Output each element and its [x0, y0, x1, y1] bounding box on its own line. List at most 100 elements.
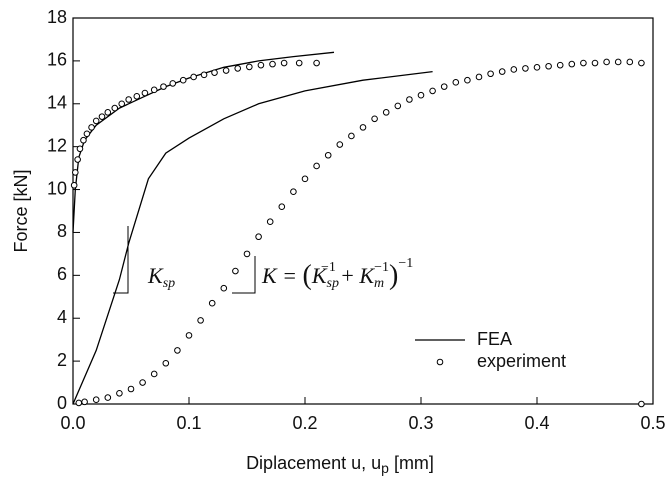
experiment-point — [406, 96, 413, 103]
experiment-point — [638, 59, 645, 67]
annotation-part: −1 — [398, 256, 413, 271]
experiment-point — [139, 379, 146, 386]
experiment-point — [394, 102, 402, 110]
experiment-point — [522, 65, 529, 72]
plot-frame — [72, 17, 654, 405]
experiment-point — [141, 89, 149, 97]
experiment-point — [429, 87, 436, 95]
experiment-point — [533, 64, 541, 71]
experiment-point — [336, 141, 344, 148]
experiment-point — [313, 162, 320, 170]
experiment-point — [324, 151, 332, 159]
experiment-point — [382, 109, 390, 116]
annotation-part: sp — [163, 276, 175, 291]
annotation-part: ) — [389, 260, 398, 291]
experiment-point — [313, 59, 320, 67]
experiment-point — [220, 284, 228, 292]
x-tick-label: 0.5 — [640, 413, 665, 433]
experiment-point — [269, 60, 276, 68]
experiment-point — [222, 67, 230, 74]
experiment-point — [127, 385, 135, 393]
annotation-k: K = (Ksp−1 + Km−1)−1 — [261, 256, 413, 291]
y-tick-label: 12 — [47, 135, 67, 155]
annotation-ksp: Ksp — [147, 263, 175, 291]
annotation-part: K — [358, 263, 375, 288]
slope-triangle — [232, 256, 256, 294]
experiment-point — [83, 130, 91, 138]
experiment-point — [487, 70, 494, 78]
experiment-point — [290, 188, 297, 195]
annotation-part: sp — [327, 276, 339, 291]
experiment-point — [88, 124, 95, 131]
experiment-point — [104, 394, 112, 401]
experiment-point — [580, 59, 587, 67]
experiment-point — [545, 62, 552, 70]
experiment-point — [417, 91, 425, 99]
experiment-point — [614, 58, 622, 66]
y-tick-label: 0 — [57, 393, 67, 413]
experiment-point — [111, 104, 119, 112]
experiment-point — [169, 80, 177, 87]
experiment-point — [255, 233, 262, 241]
experiment-point — [98, 113, 106, 120]
experiment-point — [266, 218, 274, 226]
experiment-point — [92, 117, 100, 125]
y-tick-label: 6 — [57, 264, 67, 284]
experiment-point — [626, 58, 634, 66]
x-tick-label: 0.2 — [292, 413, 317, 433]
experiment-point — [510, 66, 518, 73]
experiment-point — [280, 59, 288, 67]
experiment-point — [80, 136, 87, 144]
x-tick-label: 0.3 — [408, 413, 433, 433]
experiment-point — [150, 86, 158, 94]
experiment-point — [70, 181, 78, 189]
annotation-part: K — [311, 263, 328, 288]
experiment-point — [185, 332, 193, 339]
experiment-point — [116, 389, 123, 397]
experiment-point — [208, 299, 216, 307]
x-tick-label: 0.0 — [60, 413, 85, 433]
experiment-point — [133, 92, 141, 100]
experiment-point — [190, 73, 197, 81]
experiment-point — [638, 400, 645, 408]
experiment-point — [452, 79, 460, 86]
experiment-point — [464, 76, 471, 84]
experiment-point — [475, 73, 483, 81]
fea-line — [72, 51, 433, 405]
annotation-part: m — [374, 276, 384, 291]
experiment-point — [72, 169, 79, 176]
experiment-point — [174, 347, 181, 354]
y-tick-label: 8 — [57, 221, 67, 241]
experiment-point — [125, 96, 132, 103]
experiment-point — [603, 58, 610, 66]
experiment-point — [118, 100, 126, 108]
y-tick-label: 14 — [47, 93, 67, 113]
experiment-point — [243, 250, 251, 258]
experiment-point — [371, 115, 378, 123]
y-tick-label: 10 — [47, 178, 67, 198]
experiment-point — [301, 175, 309, 183]
legend-label: experiment — [477, 351, 566, 371]
experiment-point — [92, 396, 100, 404]
y-tick-label: 18 — [47, 7, 67, 27]
experiment-point — [278, 203, 286, 211]
annotation-part: + — [336, 263, 359, 288]
experiment-point — [74, 156, 81, 163]
experiment-point — [556, 61, 564, 69]
experiment-point — [568, 60, 576, 68]
experiment-point — [160, 83, 167, 90]
experiment-point — [179, 76, 187, 84]
y-axis-label: Force [kN] — [11, 169, 31, 252]
x-label-unit: [mm] — [389, 453, 434, 473]
experiment-point — [162, 359, 170, 367]
slope-triangle — [113, 226, 129, 294]
experiment-point — [81, 398, 88, 406]
experiment-point — [359, 124, 367, 131]
annotation-part: ( — [303, 260, 312, 291]
x-label-main: Diplacement u, u — [246, 453, 381, 473]
experiment-point — [440, 83, 448, 90]
x-tick-label: 0.4 — [524, 413, 549, 433]
experiment-point — [234, 65, 242, 72]
experiment-point — [200, 71, 208, 79]
